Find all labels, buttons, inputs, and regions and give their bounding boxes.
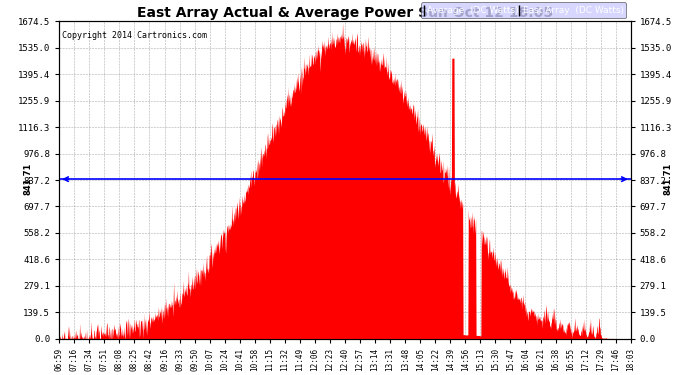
Text: 841.71: 841.71 [663,163,672,195]
Text: Copyright 2014 Cartronics.com: Copyright 2014 Cartronics.com [62,31,207,40]
Title: East Array Actual & Average Power Sun Oct 12 18:05: East Array Actual & Average Power Sun Oc… [137,6,553,20]
Legend: Average  (DC Watts), East Array  (DC Watts): Average (DC Watts), East Array (DC Watts… [421,2,627,18]
Text: 841.71: 841.71 [23,163,32,195]
